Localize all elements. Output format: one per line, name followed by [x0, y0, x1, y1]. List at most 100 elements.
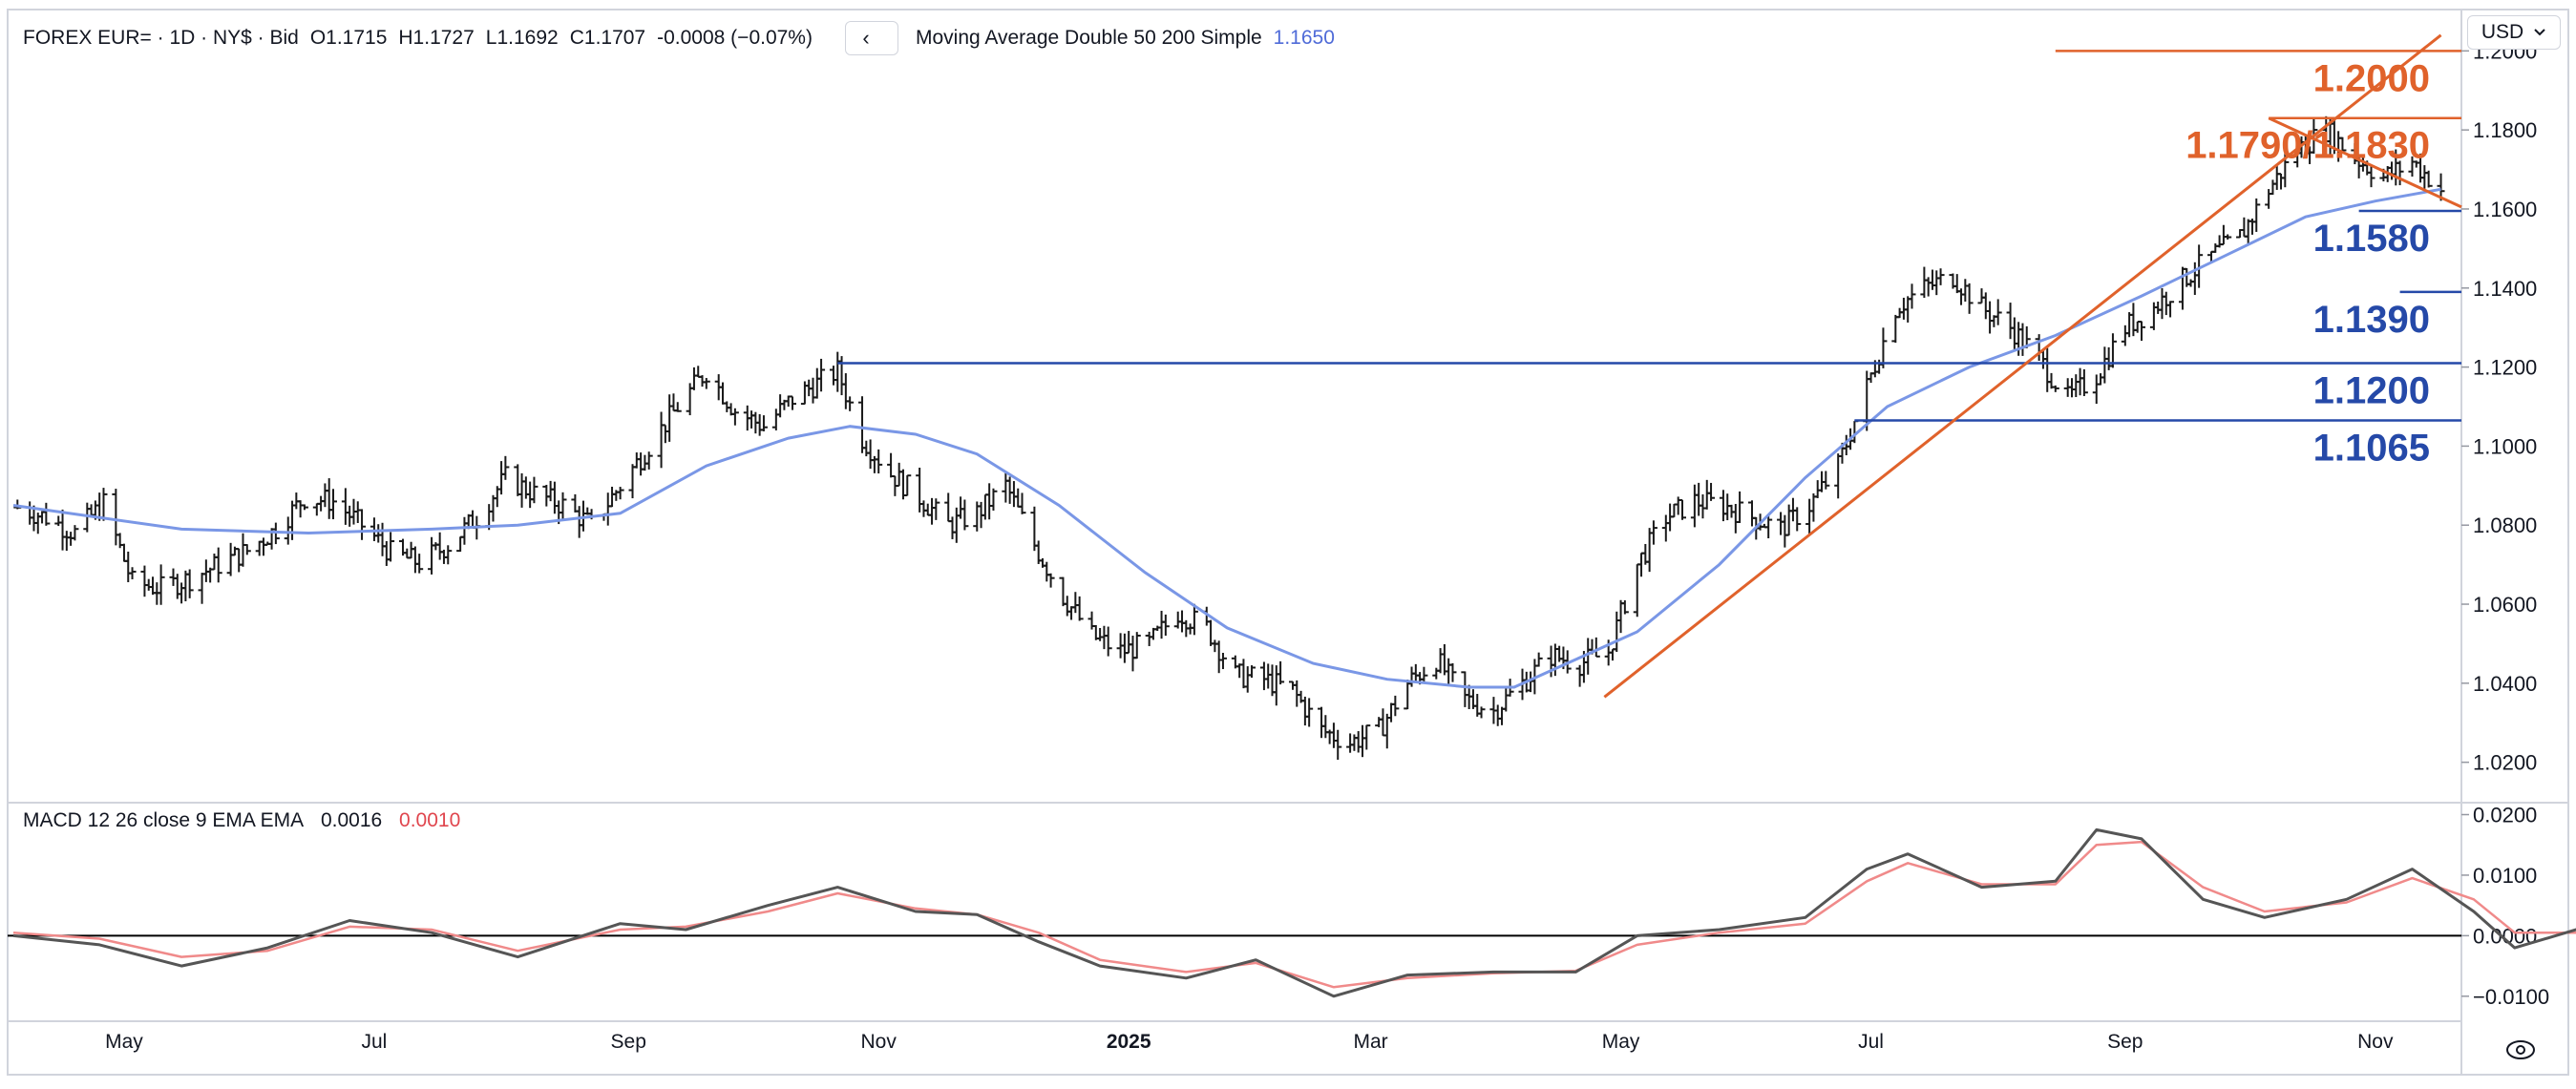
- ohlc-bar: [616, 487, 624, 500]
- collapse-legend-button[interactable]: ‹: [844, 21, 898, 55]
- ohlc-bar: [358, 509, 367, 540]
- ohlc-bar: [1211, 639, 1219, 653]
- ohlc-bar: [259, 537, 267, 556]
- high-value: H1.1727: [398, 27, 475, 49]
- ohlc-bar: [862, 440, 871, 457]
- ohlc-bar: [919, 500, 928, 517]
- ohlc-bar: [1747, 500, 1756, 527]
- ohlc-bar: [771, 408, 780, 430]
- horizontal-level-label: 1.1390: [2313, 299, 2430, 341]
- ohlc-bar: [1346, 733, 1355, 753]
- ohlc-bar: [2097, 373, 2105, 386]
- ohlc-bar: [948, 516, 957, 539]
- ohlc-bar: [1391, 695, 1400, 717]
- ohlc-bar: [1575, 664, 1584, 687]
- time-axis-label: Sep: [2107, 1031, 2143, 1053]
- time-axis-label: Jul: [1858, 1031, 1884, 1053]
- ohlc-bar: [800, 381, 809, 406]
- ohlc-bar: [2424, 170, 2433, 188]
- ohlc-bar: [2138, 321, 2146, 342]
- macd-label[interactable]: MACD 12 26 close 9 EMA EMA: [23, 809, 305, 831]
- ohlc-bar: [1067, 606, 1076, 620]
- ohlc-bar: [255, 540, 264, 556]
- ohlc-bar: [1613, 611, 1621, 653]
- ohlc-bar: [124, 551, 133, 582]
- ohlc-bar: [928, 497, 937, 525]
- ohlc-bar: [2080, 368, 2088, 396]
- ohlc-bar: [2265, 189, 2273, 209]
- ohlc-bar: [444, 545, 453, 565]
- ohlc-bar: [374, 524, 383, 543]
- ohlc-bar: [1961, 279, 1970, 303]
- ohlc-bar: [1063, 596, 1071, 617]
- currency-dropdown[interactable]: USD: [2467, 15, 2561, 50]
- ohlc-bar: [1120, 633, 1129, 663]
- ohlc-bar: [1207, 619, 1215, 646]
- ohlc-bar: [128, 567, 137, 579]
- ohlc-bar: [1334, 729, 1342, 760]
- ohlc-bar: [1046, 573, 1055, 588]
- ohlc-bar: [1994, 299, 2002, 325]
- ohlc-bar: [1161, 614, 1170, 637]
- ohlc-bar: [789, 395, 797, 410]
- ohlc-bar: [1690, 484, 1699, 528]
- ohlc-bar: [1957, 288, 1966, 305]
- horizontal-level-label: 1.1065: [2313, 427, 2430, 469]
- horizontal-level-label: 1.1200: [2313, 369, 2430, 411]
- ohlc-bar: [1764, 515, 1773, 539]
- ohlc-bar: [575, 506, 583, 538]
- price-axis-label: 1.0200: [2473, 751, 2537, 775]
- open-value: O1.1715: [309, 27, 388, 49]
- ohlc-bar: [887, 452, 896, 478]
- ohlc-bar: [521, 476, 530, 499]
- ohlc-bar: [1616, 599, 1625, 634]
- macd-signal-line: [12, 840, 2576, 989]
- ohlc-bar: [1908, 283, 1916, 309]
- ohlc-bar: [1813, 480, 1822, 498]
- indicator-label[interactable]: Moving Average Double 50 200 Simple: [915, 27, 1262, 49]
- ohlc-bar: [1448, 662, 1457, 682]
- ohlc-bar: [1379, 708, 1387, 737]
- ohlc-bar: [1214, 640, 1223, 674]
- ohlc-bar: [1178, 610, 1187, 633]
- ohlc-bar: [1243, 666, 1252, 693]
- ohlc-bar: [702, 378, 710, 389]
- ohlc-bar: [817, 358, 826, 392]
- ohlc-bar: [923, 503, 932, 516]
- ohlc-bar: [501, 455, 510, 480]
- ohlc-bar: [1477, 706, 1486, 719]
- ohlc-bar: [2215, 235, 2224, 248]
- ohlc-bar: [1781, 514, 1789, 548]
- ohlc-bar: [1002, 472, 1010, 503]
- ohlc-bar: [730, 408, 739, 426]
- price-axis-label: 1.0600: [2473, 593, 2537, 617]
- ohlc-bar: [1932, 270, 1941, 296]
- ohlc-bar: [26, 501, 34, 525]
- ohlc-bar: [559, 492, 567, 520]
- ohlc-bar: [1272, 665, 1280, 706]
- ohlc-bar: [1879, 327, 1888, 368]
- macd-axis-label: 0.0100: [2473, 864, 2537, 888]
- ohlc-bar: [312, 502, 321, 516]
- ohlc-bar: [2190, 262, 2199, 295]
- symbol-label[interactable]: FOREX EUR= · 1D · NY$ · Bid: [23, 27, 299, 49]
- ohlc-bar: [1493, 704, 1502, 726]
- ohlc-bar: [517, 472, 526, 508]
- ohlc-bar: [403, 548, 412, 559]
- ohlc-bar: [2240, 217, 2249, 238]
- ohlc-bar: [755, 413, 764, 436]
- macd-line: [12, 827, 2576, 998]
- price-axis-label: 1.1400: [2473, 277, 2537, 301]
- ohlc-bar: [1383, 713, 1391, 749]
- ohlc-bar: [243, 543, 251, 555]
- ohlc-bar: [1145, 631, 1153, 646]
- ohlc-bar: [526, 481, 535, 509]
- ohlc-bar: [2125, 312, 2134, 338]
- ohlc-bar: [1678, 498, 1686, 520]
- ohlc-bar: [1645, 528, 1654, 573]
- settings-button[interactable]: [2500, 1029, 2542, 1071]
- ohlc-bar: [1432, 667, 1441, 680]
- ohlc-bar: [1321, 715, 1330, 739]
